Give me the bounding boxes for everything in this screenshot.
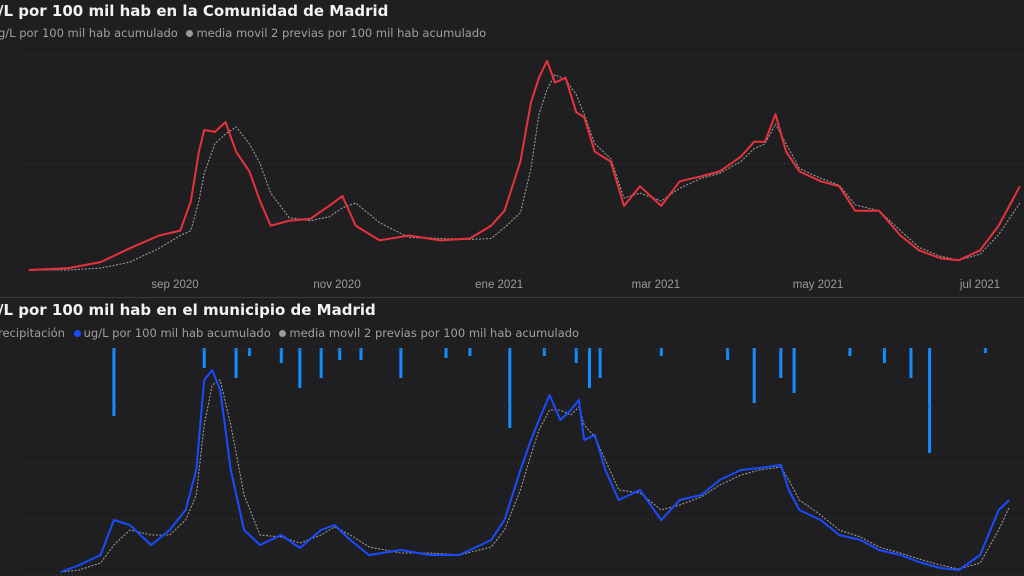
legend-item-red-series[interactable]: g/L por 100 mil hab acumulado — [0, 26, 178, 40]
top-chart-title: /L por 100 mil hab en la Comunidad de Ma… — [0, 2, 389, 20]
precipitation-bar — [848, 348, 852, 356]
bottom-chart-main-line — [60, 369, 1010, 573]
precipitation-bar — [779, 348, 783, 378]
x-tick-label: ene 2021 — [475, 279, 523, 291]
precipitation-bar — [202, 348, 206, 368]
bottom-chart-moving-average-line — [60, 379, 1010, 573]
top-chart-main-line — [28, 59, 1021, 271]
precipitation-bar — [792, 348, 796, 393]
precipitation-bar — [587, 348, 591, 388]
precipitation-bar — [468, 348, 472, 356]
legend-item-blue-series[interactable]: ug/L por 100 mil hab acumulado — [83, 326, 271, 340]
legend-item-gray-series[interactable]: media movil 2 previas por 100 mil hab ac… — [289, 326, 580, 340]
top-chart: sep 2020 nov 2020 ene 2021 mar 2021 may 2021… — [20, 54, 1024, 291]
legend-dot-gray — [279, 330, 287, 337]
precipitation-bar — [338, 348, 342, 360]
precipitation-bar — [298, 348, 302, 388]
legend-item-gray-series[interactable]: media movil 2 previas por 100 mil hab ac… — [196, 26, 487, 40]
bottom-chart-legend: recipitación ug/L por 100 mil hab acumul… — [0, 326, 579, 340]
precipitation-bar — [247, 348, 251, 356]
legend-dot-gray — [186, 30, 194, 37]
precipitation-bar — [444, 348, 448, 358]
legend-item-precip[interactable]: recipitación — [0, 326, 65, 340]
precipitation-bar — [726, 348, 730, 360]
x-tick-label: may 2021 — [793, 279, 844, 291]
precipitation-bar — [279, 348, 283, 363]
precipitation-bar — [909, 348, 913, 378]
x-tick-label: sep 2020 — [151, 279, 198, 291]
precipitation-bar — [882, 348, 886, 363]
precipitation-bar — [752, 348, 756, 403]
top-chart-legend: g/L por 100 mil hab acumulado media movi… — [0, 26, 486, 40]
x-tick-label: nov 2020 — [313, 279, 360, 291]
x-tick-label: mar 2021 — [632, 279, 681, 291]
bottom-chart-title: /L por 100 mil hab en el municipio de Ma… — [0, 301, 376, 319]
x-tick-label: jul 2021 — [959, 279, 1000, 291]
precipitation-bar — [659, 348, 663, 356]
precipitation-bar — [928, 348, 932, 453]
top-chart-moving-average-line — [28, 74, 1021, 271]
precipitation-bar — [234, 348, 238, 378]
legend-dot-blue — [73, 330, 81, 337]
precipitation-bar — [542, 348, 546, 356]
precipitation-bar — [574, 348, 578, 363]
precipitation-bar — [399, 348, 403, 378]
chart-separator — [0, 297, 1024, 298]
precipitation-bar — [112, 348, 116, 416]
precipitation-bar — [359, 348, 363, 360]
precipitation-bar — [319, 348, 323, 378]
precipitation-bar — [983, 348, 987, 353]
precipitation-bar — [508, 348, 512, 428]
precipitation-bar — [598, 348, 602, 378]
